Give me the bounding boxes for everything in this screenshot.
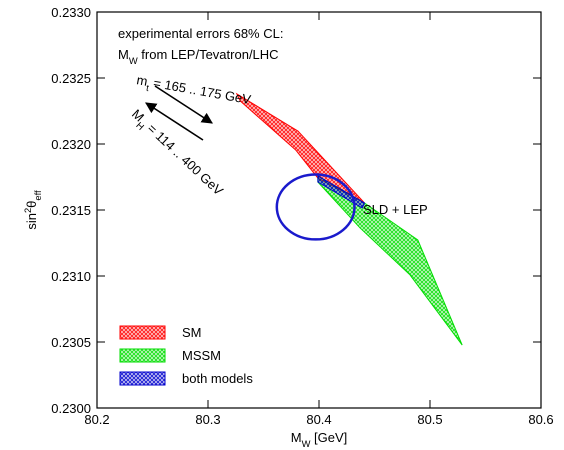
text-part: H	[134, 120, 146, 132]
legend-swatch	[119, 325, 166, 340]
y-axis-label: sin2θeff	[23, 190, 43, 230]
text-part: θ	[24, 201, 39, 208]
text-part: eff	[33, 190, 43, 201]
y-tick-label: 0.2325	[51, 71, 91, 86]
x-tick-label: 80.2	[84, 412, 109, 427]
ellipse-label: SLD + LEP	[363, 202, 428, 217]
text-part: [GeV]	[310, 430, 347, 445]
x-tick-label: 80.6	[528, 412, 553, 427]
x-tick-label: 80.5	[417, 412, 442, 427]
legend-label: both models	[182, 371, 253, 386]
y-tick-label: 0.2320	[51, 137, 91, 152]
legend-label: SM	[182, 325, 202, 340]
y-tick-label: 0.2330	[51, 5, 91, 20]
y-tick-label: 0.2300	[51, 401, 91, 416]
x-tick-label: 80.4	[306, 412, 331, 427]
text-part: m	[135, 72, 148, 89]
legend-swatch	[119, 371, 166, 386]
region	[317, 175, 463, 346]
text-part: = 165 .. 175 GeV	[149, 75, 253, 108]
annotation: experimental errors 68% CL:	[118, 26, 283, 41]
text-part: M	[291, 430, 302, 445]
x-axis-label: MW [GeV]	[291, 430, 348, 449]
arrow	[145, 102, 204, 141]
x-tick-label: 80.3	[195, 412, 220, 427]
legend-label: MSSM	[182, 348, 221, 363]
text-part: = 114 .. 400 GeV	[142, 118, 227, 198]
text-part: t	[145, 83, 150, 93]
y-tick-label: 0.2305	[51, 335, 91, 350]
y-tick-label: 0.2315	[51, 203, 91, 218]
text-part: experimental errors 68% CL:	[118, 26, 283, 41]
annotation: mt = 165 .. 175 GeV	[135, 72, 253, 111]
text-part: sin	[24, 213, 39, 230]
annotation: MH = 114 .. 400 GeV	[126, 106, 226, 201]
arrow	[154, 85, 213, 124]
error-ellipse	[275, 173, 356, 241]
annotation: MW from LEP/Tevatron/LHC	[118, 47, 279, 66]
y-tick-label: 0.2310	[51, 269, 91, 284]
text-part: M	[118, 47, 129, 62]
text-part: M	[129, 106, 147, 124]
text-part: W	[302, 439, 311, 449]
text-part: 2	[23, 208, 33, 213]
text-part: from LEP/Tevatron/LHC	[138, 47, 279, 62]
text-part: W	[129, 56, 138, 66]
legend-swatch	[119, 348, 166, 363]
